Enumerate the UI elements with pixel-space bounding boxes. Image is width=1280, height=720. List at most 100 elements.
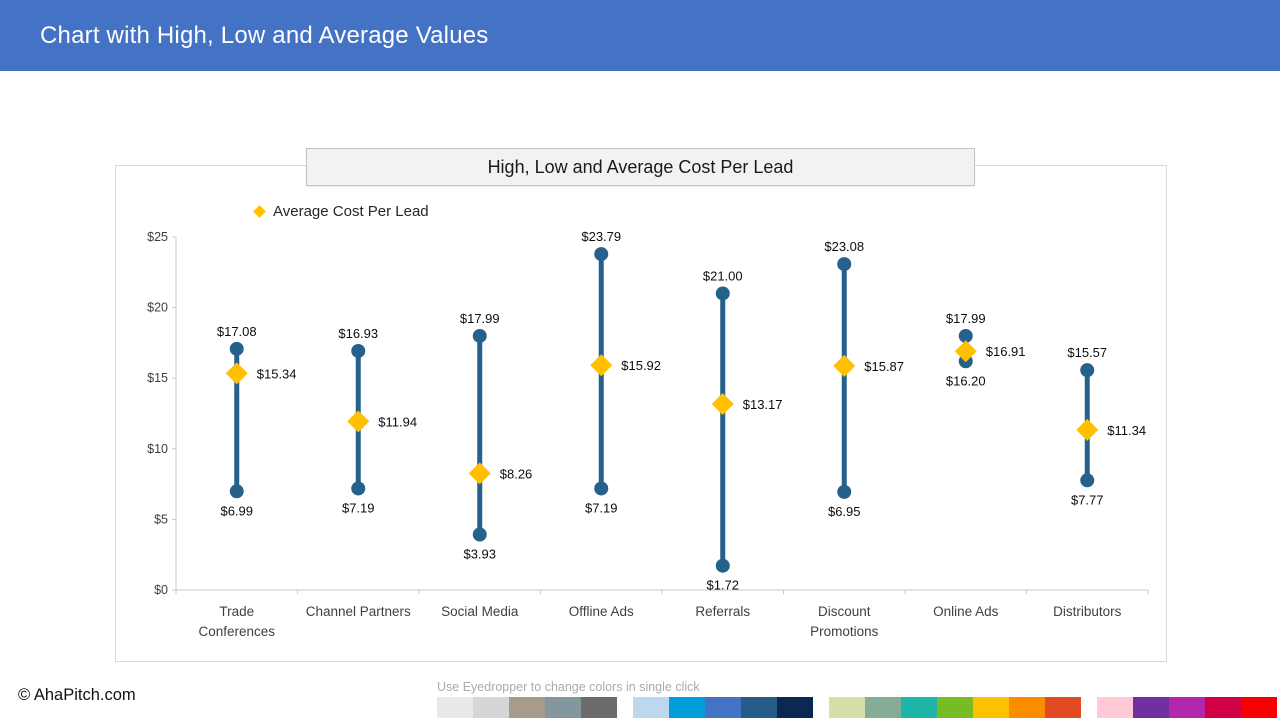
high-marker <box>715 286 730 301</box>
x-axis-category-label: Discount <box>818 604 871 619</box>
color-swatch <box>973 697 1009 718</box>
high-marker <box>594 247 609 262</box>
low-marker <box>1080 473 1095 488</box>
x-axis-category-label: Distributors <box>1053 604 1122 619</box>
low-marker <box>351 481 366 496</box>
high-value-label: $23.79 <box>581 229 621 244</box>
high-value-label: $17.08 <box>217 324 257 339</box>
x-axis-category-label: Social Media <box>441 604 519 619</box>
high-value-label: $17.99 <box>460 311 500 326</box>
color-swatch <box>865 697 901 718</box>
high-value-label: $21.00 <box>703 268 743 283</box>
average-marker <box>468 462 491 485</box>
color-swatch <box>1169 697 1205 718</box>
chart-title: High, Low and Average Cost Per Lead <box>487 156 794 177</box>
swatch-group <box>437 697 617 718</box>
y-axis-tick-label: $10 <box>147 442 168 456</box>
high-marker <box>958 328 973 343</box>
low-marker <box>594 481 609 496</box>
low-marker <box>472 527 487 542</box>
average-marker <box>833 354 856 377</box>
color-swatch <box>1009 697 1045 718</box>
high-value-label: $23.08 <box>824 239 864 254</box>
low-value-label: $16.20 <box>946 373 986 388</box>
average-value-label: $11.34 <box>1107 423 1146 438</box>
average-value-label: $15.92 <box>621 358 661 373</box>
x-axis-category-label: Referrals <box>695 604 750 619</box>
average-marker <box>1076 418 1099 441</box>
color-swatch <box>937 697 973 718</box>
average-marker <box>954 340 977 363</box>
low-value-label: $7.19 <box>342 500 375 515</box>
average-marker <box>711 393 734 416</box>
slide-header: Chart with High, Low and Average Values <box>0 0 1280 71</box>
color-swatch <box>1133 697 1169 718</box>
average-value-label: $13.17 <box>743 397 783 412</box>
color-swatch <box>829 697 865 718</box>
x-axis-category-label: Conferences <box>198 624 275 639</box>
chart-title-box: High, Low and Average Cost Per Lead <box>306 148 975 186</box>
x-axis-category-label: Online Ads <box>933 604 999 619</box>
color-swatch <box>741 697 777 718</box>
swatch-group <box>829 697 1081 718</box>
x-axis-category-label: Offline Ads <box>569 604 634 619</box>
color-swatch <box>901 697 937 718</box>
y-axis-tick-label: $20 <box>147 301 168 315</box>
y-axis-tick-label: $5 <box>154 512 168 526</box>
low-value-label: $3.93 <box>463 547 496 562</box>
high-value-label: $15.57 <box>1067 345 1107 360</box>
color-swatch-strip <box>437 697 1280 718</box>
swatch-group <box>1097 697 1277 718</box>
color-swatch <box>473 697 509 718</box>
low-marker <box>229 484 244 499</box>
legend-diamond-icon <box>253 205 266 218</box>
average-marker <box>590 354 613 377</box>
color-swatch <box>1205 697 1241 718</box>
average-value-label: $11.94 <box>378 414 417 429</box>
low-value-label: $7.19 <box>585 500 618 515</box>
swatch-group <box>633 697 813 718</box>
color-swatch <box>545 697 581 718</box>
low-marker <box>837 484 852 499</box>
average-marker <box>347 410 370 433</box>
average-marker <box>225 362 248 385</box>
average-value-label: $8.26 <box>500 466 533 481</box>
low-value-label: $6.95 <box>828 504 861 519</box>
x-axis-category-label: Channel Partners <box>306 604 411 619</box>
average-value-label: $15.87 <box>864 359 904 374</box>
low-value-label: $1.72 <box>706 578 739 593</box>
color-swatch <box>1097 697 1133 718</box>
x-axis-category-label: Trade <box>219 604 254 619</box>
high-marker <box>1080 363 1095 378</box>
average-value-label: $15.34 <box>257 366 297 381</box>
color-swatch <box>437 697 473 718</box>
hilo-chart-svg: $0 $5 $10 $15 $20 $25 $17.08 $6.99 $15.34 Trade Co… <box>147 229 1149 639</box>
high-value-label: $16.93 <box>338 326 378 341</box>
average-value-label: $16.91 <box>986 344 1026 359</box>
slide-title: Chart with High, Low and Average Values <box>40 21 489 49</box>
low-value-label: $7.77 <box>1071 492 1104 507</box>
y-axis-tick-label: $25 <box>147 230 168 244</box>
color-swatch <box>777 697 813 718</box>
chart-legend: Average Cost Per Lead <box>253 203 429 220</box>
high-value-label: $17.99 <box>946 311 986 326</box>
high-marker <box>351 343 366 358</box>
legend-label: Average Cost Per Lead <box>273 203 429 220</box>
color-swatch <box>705 697 741 718</box>
chart-frame <box>115 165 1167 662</box>
color-swatch <box>1241 697 1277 718</box>
y-axis-tick-label: $0 <box>154 583 168 597</box>
high-marker <box>837 257 852 272</box>
x-axis-category-label: Promotions <box>810 624 879 639</box>
color-swatch <box>581 697 617 718</box>
color-swatch <box>1045 697 1081 718</box>
low-marker <box>715 558 730 573</box>
color-swatch <box>633 697 669 718</box>
high-marker <box>229 341 244 356</box>
y-axis-tick-label: $15 <box>147 371 168 385</box>
low-value-label: $6.99 <box>220 503 253 518</box>
color-swatch <box>669 697 705 718</box>
copyright-text: © AhaPitch.com <box>18 686 136 704</box>
high-marker <box>472 328 487 343</box>
eyedropper-hint-text: Use Eyedropper to change colors in singl… <box>437 680 700 694</box>
